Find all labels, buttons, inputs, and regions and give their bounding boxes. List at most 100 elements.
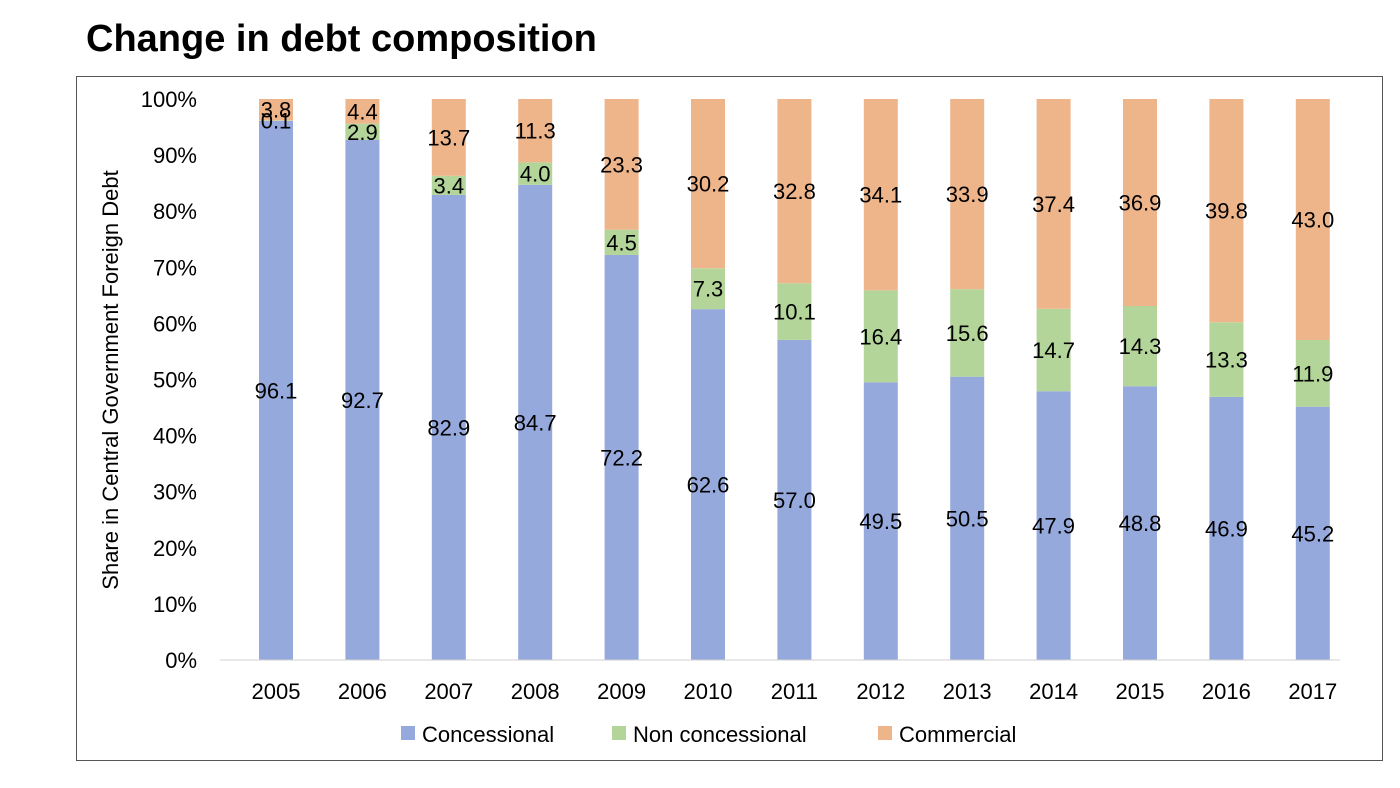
legend-swatch <box>612 726 626 740</box>
data-label: 84.7 <box>514 410 557 435</box>
bar-segment-commercial <box>431 99 466 176</box>
slide-title: Change in debt composition <box>86 18 597 60</box>
x-tick-label: 2015 <box>1116 679 1165 704</box>
x-tick-label: 2012 <box>856 679 905 704</box>
bar-segment-non-concessional <box>345 123 380 140</box>
y-tick-label: 20% <box>153 536 197 561</box>
x-tick-label: 2017 <box>1288 679 1337 704</box>
bar-segment-commercial <box>1036 99 1071 309</box>
legend-swatch <box>401 726 415 740</box>
data-label: 36.9 <box>1119 191 1162 216</box>
data-label: 62.6 <box>687 473 730 498</box>
bar-segment-concessional <box>431 194 466 660</box>
bar-segment-commercial <box>604 99 639 230</box>
bar-segment-non-concessional <box>1123 306 1157 387</box>
x-tick-label: 2009 <box>597 679 646 704</box>
bar-segment-non-concessional <box>691 268 725 310</box>
bar-segment-commercial <box>691 99 725 269</box>
data-label: 4.5 <box>606 230 637 255</box>
x-tick-label: 2013 <box>943 679 992 704</box>
data-label: 14.7 <box>1032 338 1075 363</box>
data-label: 0.1 <box>261 109 292 134</box>
bar-segment-concessional <box>259 120 293 660</box>
x-tick-label: 2011 <box>771 679 818 704</box>
data-label: 92.7 <box>341 388 384 413</box>
data-label: 50.5 <box>946 506 989 531</box>
bar-segment-commercial <box>863 99 898 291</box>
bar-segment-non-concessional <box>863 290 898 383</box>
x-tick-label: 2008 <box>511 679 560 704</box>
x-axis: 2005 2006 2007 2008 2009 2010 2011 2012 2013 2014… <box>252 679 1338 704</box>
data-label: 16.4 <box>859 324 902 349</box>
y-tick-label: 10% <box>153 592 197 617</box>
bar-segment-non-concessional <box>604 229 639 255</box>
y-tick-label: 70% <box>153 255 197 280</box>
data-label: 43.0 <box>1291 207 1334 232</box>
data-label: 10.1 <box>773 300 816 325</box>
data-label: 14.3 <box>1119 334 1162 359</box>
bar-segment-non-concessional <box>950 289 985 377</box>
x-tick-label: 2010 <box>684 679 733 704</box>
bar-segment-concessional <box>604 254 639 660</box>
bar-segment-concessional <box>1209 396 1244 660</box>
bar-segment-commercial <box>1209 99 1244 323</box>
bar-segment-commercial <box>345 99 380 124</box>
bar-segment-concessional <box>1123 386 1157 660</box>
bar-segment-commercial <box>1123 99 1157 307</box>
data-label: 4.4 <box>347 99 378 124</box>
data-label: 48.8 <box>1119 511 1162 536</box>
bar-segment-non-concessional <box>1295 339 1330 407</box>
data-label: 39.8 <box>1205 199 1248 224</box>
data-label: 47.9 <box>1032 514 1075 539</box>
y-tick-label: 40% <box>153 424 197 449</box>
data-label: 11.9 <box>1292 361 1333 386</box>
data-label: 34.1 <box>859 183 902 208</box>
bar-segment-non-concessional <box>431 175 466 195</box>
x-tick-label: 2005 <box>252 679 301 704</box>
bar-segment-non-concessional <box>777 283 812 340</box>
x-tick-label: 2006 <box>338 679 387 704</box>
data-label: 3.8 <box>261 98 292 123</box>
bar-segment-non-concessional <box>259 120 293 121</box>
data-label: 2.9 <box>347 120 378 145</box>
data-label: 13.7 <box>427 125 470 150</box>
bar-segment-concessional <box>1295 406 1330 660</box>
legend-swatch <box>878 726 892 740</box>
bar-segment-concessional <box>863 382 898 660</box>
y-tick-label: 80% <box>153 199 197 224</box>
data-label: 4.0 <box>520 162 551 187</box>
legend-label: Concessional <box>422 722 554 747</box>
data-label: 7.3 <box>693 277 724 302</box>
legend-label: Non concessional <box>633 722 807 747</box>
data-label: 13.3 <box>1205 348 1248 373</box>
y-axis-title: Share in Central Government Foreign Debt <box>98 170 123 589</box>
data-label: 32.8 <box>773 179 816 204</box>
y-tick-label: 50% <box>153 368 197 393</box>
y-tick-label: 30% <box>153 480 197 505</box>
data-label: 82.9 <box>427 415 470 440</box>
data-label: 3.4 <box>434 173 465 198</box>
data-label: 15.6 <box>946 321 989 346</box>
data-label: 49.5 <box>859 509 902 534</box>
bar-segment-commercial <box>777 99 812 284</box>
y-tick-label: 0% <box>165 648 197 673</box>
x-tick-label: 2014 <box>1029 679 1078 704</box>
data-label: 72.2 <box>600 445 643 470</box>
data-label: 11.3 <box>515 119 556 144</box>
legend-label: Commercial <box>899 722 1016 747</box>
bar-segment-non-concessional <box>518 162 553 185</box>
y-tick-label: 100% <box>141 87 197 112</box>
legend: Concessional Non concessional Commercial <box>401 722 1016 747</box>
y-axis: 0% 10% 20% 30% 40% 50% 60% 70% 80% 90% 100% <box>141 87 197 673</box>
bar-segment-concessional <box>518 184 553 660</box>
bar-segment-concessional <box>345 139 380 660</box>
bar-segment-non-concessional <box>1036 308 1071 392</box>
data-label: 57.0 <box>773 488 816 513</box>
y-tick-label: 90% <box>153 143 197 168</box>
data-label: 33.9 <box>946 182 989 207</box>
x-tick-label: 2016 <box>1202 679 1251 704</box>
bar-segment-concessional <box>691 309 725 660</box>
data-label: 30.2 <box>687 172 730 197</box>
bars: 96.1 0.13.8 92.7 2.94.4 82.9 3.4 13.7 84.7 4.0 11… <box>255 98 1334 660</box>
